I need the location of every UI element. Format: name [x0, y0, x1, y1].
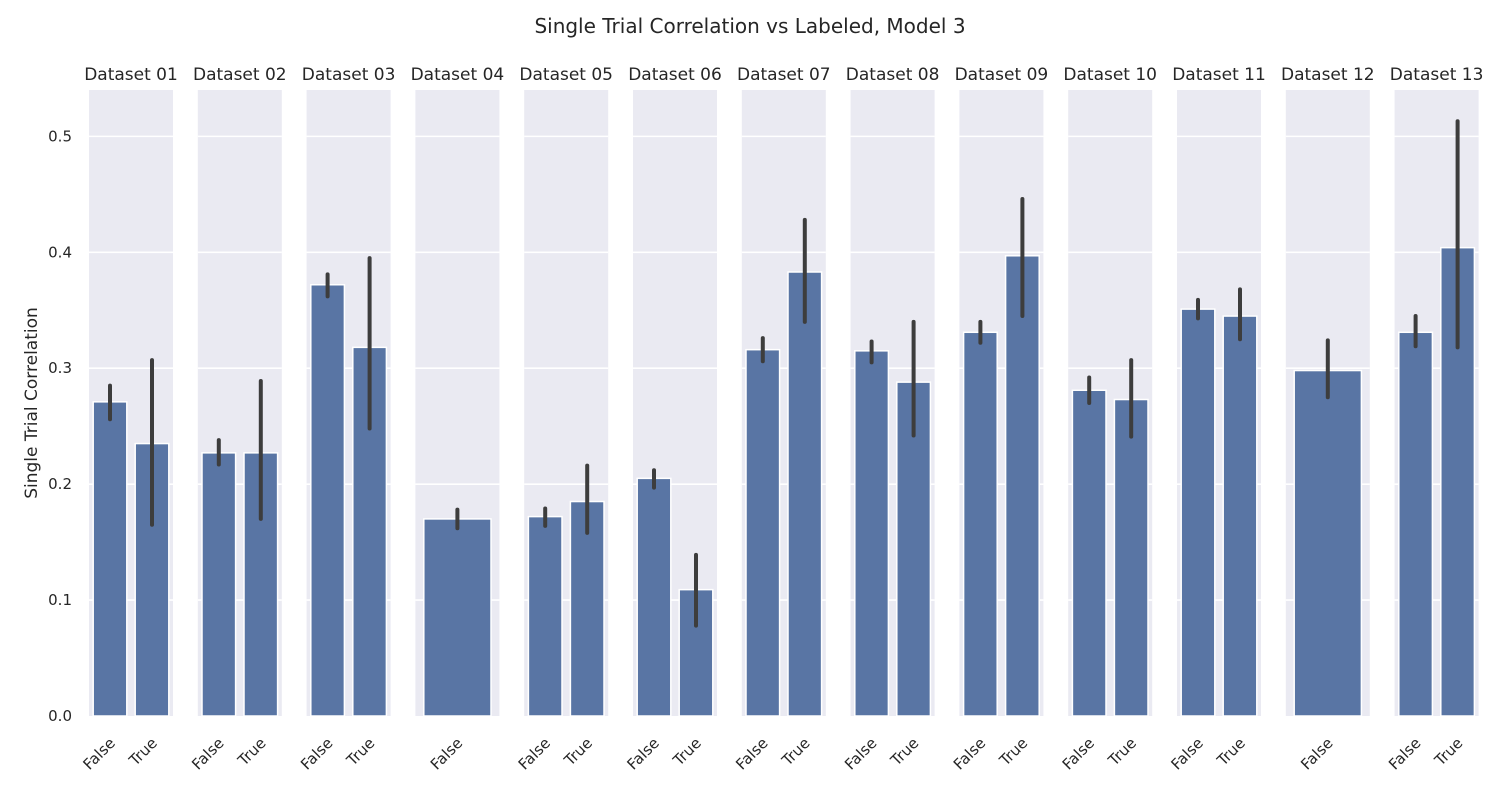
bar: [962, 331, 998, 717]
y-tick-label: 0.4: [48, 243, 72, 261]
panel-title: Dataset 04: [411, 65, 505, 85]
x-tick-label: True: [342, 734, 378, 770]
panel-title: Dataset 02: [193, 65, 287, 85]
x-tick-label: True: [778, 734, 814, 770]
x-tick-label: False: [950, 734, 989, 773]
panel-title: Dataset 05: [519, 65, 613, 85]
panel: False True Dataset 01: [79, 65, 177, 773]
x-tick-label: False: [297, 734, 336, 773]
x-tick-label: True: [995, 734, 1031, 770]
panel-title: Dataset 13: [1390, 65, 1484, 85]
bar: [423, 518, 492, 717]
x-tick-label: True: [560, 734, 596, 770]
bar: [527, 515, 563, 717]
x-tick-label: False: [841, 734, 880, 773]
chart-title: Single Trial Correlation vs Labeled, Mod…: [534, 14, 965, 38]
y-tick-label: 0.1: [48, 591, 72, 609]
panel: False True Dataset 13: [1385, 65, 1483, 773]
x-tick-label: False: [79, 734, 118, 773]
panel: False Dataset 12: [1281, 65, 1375, 773]
panel-title: Dataset 08: [846, 65, 940, 85]
panel-title: Dataset 03: [302, 65, 396, 85]
panel-title: Dataset 06: [628, 65, 722, 85]
panel-title: Dataset 11: [1172, 65, 1266, 85]
y-tick-label: 0.5: [48, 127, 72, 145]
x-tick-label: True: [234, 734, 270, 770]
panel: False True Dataset 08: [841, 65, 939, 773]
panel: False True Dataset 07: [732, 65, 830, 773]
bar: [1222, 315, 1258, 717]
bar: [745, 348, 781, 717]
panel: False True Dataset 09: [950, 65, 1048, 773]
bar: [636, 477, 672, 717]
panel-title: Dataset 07: [737, 65, 831, 85]
bar: [1004, 255, 1040, 717]
x-tick-label: False: [515, 734, 554, 773]
y-axis-label: Single Trial Correlation: [22, 307, 42, 499]
panel-title: Dataset 01: [84, 65, 178, 85]
y-tick-label: 0.3: [48, 359, 72, 377]
x-tick-label: True: [125, 734, 161, 770]
panel: False True Dataset 02: [188, 65, 286, 773]
x-tick-label: False: [732, 734, 771, 773]
x-tick-label: True: [1430, 734, 1466, 770]
x-tick-label: False: [1167, 734, 1206, 773]
x-tick-label: False: [623, 734, 662, 773]
panel: False True Dataset 03: [297, 65, 395, 773]
x-tick-label: True: [669, 734, 705, 770]
x-tick-label: False: [188, 734, 227, 773]
y-tick-label: 0.0: [48, 707, 72, 725]
bar: [1113, 398, 1149, 717]
bar: [896, 381, 932, 717]
panel: False True Dataset 06: [623, 65, 721, 773]
panel-title: Dataset 09: [955, 65, 1049, 85]
x-tick-label: False: [1297, 734, 1336, 773]
bar: [1398, 331, 1434, 717]
panel-title: Dataset 12: [1281, 65, 1375, 85]
panel: False True Dataset 05: [515, 65, 613, 773]
bar: [1180, 308, 1216, 717]
bar: [1071, 389, 1107, 717]
x-tick-label: False: [1385, 734, 1424, 773]
x-tick-label: False: [1059, 734, 1098, 773]
y-tick-label: 0.2: [48, 475, 72, 493]
x-tick-label: True: [1213, 734, 1249, 770]
x-tick-label: True: [1104, 734, 1140, 770]
bar: [310, 284, 346, 717]
panel-title: Dataset 10: [1063, 65, 1157, 85]
panel: False True Dataset 10: [1059, 65, 1157, 773]
panel: False True Dataset 11: [1167, 65, 1265, 773]
bar: [854, 350, 890, 717]
bar: [92, 401, 128, 717]
bar: [1293, 369, 1363, 717]
bar: [201, 452, 237, 717]
x-tick-label: False: [427, 734, 466, 773]
bar: [787, 271, 823, 717]
x-tick-label: True: [886, 734, 922, 770]
panel: False Dataset 04: [411, 65, 505, 773]
